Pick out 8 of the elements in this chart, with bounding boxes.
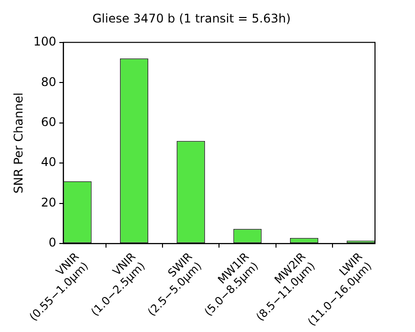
y-axis-title: SNR Per Channel <box>11 92 26 194</box>
chart-title: Gliese 3470 b (1 transit = 5.63h) <box>92 11 291 26</box>
y-tick-label: 100 <box>33 34 56 49</box>
y-tick-label: 0 <box>48 236 56 250</box>
y-tick-label: 80 <box>41 74 56 89</box>
y-tick-label: 20 <box>41 195 56 210</box>
y-tick-label: 40 <box>41 155 56 170</box>
y-tick-label: 60 <box>41 115 56 129</box>
